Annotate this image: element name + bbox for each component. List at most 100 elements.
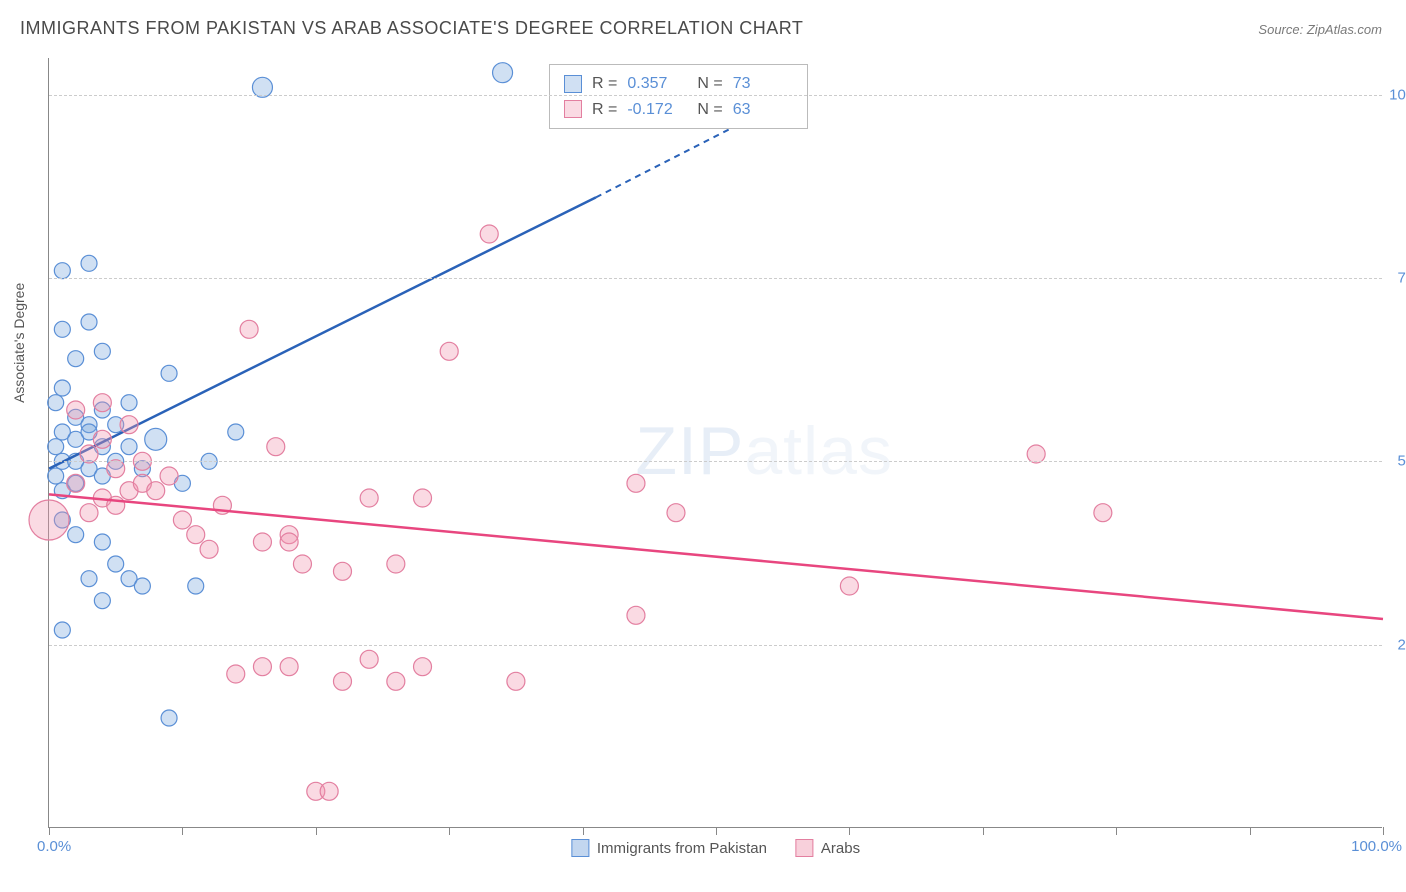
data-point [108,556,124,572]
y-axis-title: Associate's Degree [11,282,27,402]
data-point [360,489,378,507]
trend-line [49,494,1383,619]
data-point [54,321,70,337]
legend-swatch [564,75,582,93]
data-point [293,555,311,573]
data-point [320,782,338,800]
plot-area: Associate's Degree ZIPatlas R =0.357N =7… [48,58,1382,828]
data-point [54,263,70,279]
data-point [414,489,432,507]
source-name: ZipAtlas.com [1307,22,1382,37]
data-point [280,658,298,676]
data-point [93,430,111,448]
data-point [94,534,110,550]
gridline [49,278,1382,279]
data-point [68,527,84,543]
data-point [240,320,258,338]
data-point [280,533,298,551]
y-tick-label: 25.0% [1397,636,1406,653]
stat-n-label: N = [697,71,722,97]
data-point [414,658,432,676]
data-point [145,428,167,450]
data-point [253,658,271,676]
stat-n-value: 63 [733,97,793,123]
data-point [227,665,245,683]
legend-swatch [795,839,813,857]
data-point [67,474,85,492]
y-tick-label: 50.0% [1397,453,1406,470]
data-point [493,63,513,83]
data-point [121,395,137,411]
legend-swatch [571,839,589,857]
legend-swatch [564,100,582,118]
data-point [54,380,70,396]
legend-item: Arabs [795,839,860,857]
data-point [147,482,165,500]
data-point [94,593,110,609]
x-tick [1383,827,1384,835]
legend-bottom: Immigrants from Pakistan Arabs [571,839,860,857]
stat-r-value: 0.357 [627,71,687,97]
data-point [387,672,405,690]
data-point [80,445,98,463]
x-tick [182,827,183,835]
data-point [67,401,85,419]
data-point [627,606,645,624]
x-tick [1250,827,1251,835]
x-tick [316,827,317,835]
data-point [81,314,97,330]
data-point [134,578,150,594]
data-point [480,225,498,243]
legend-label: Immigrants from Pakistan [597,840,767,857]
stats-row: R = 0.357 N = 73 [564,71,793,97]
data-point [68,351,84,367]
data-point [627,474,645,492]
data-point [161,365,177,381]
x-tick [583,827,584,835]
data-point [188,578,204,594]
data-point [48,395,64,411]
data-point [120,416,138,434]
gridline [49,95,1382,96]
x-tick [716,827,717,835]
stat-r-label: R = [592,71,617,97]
data-point [121,439,137,455]
legend-label: Arabs [821,840,860,857]
data-point [1094,504,1112,522]
stats-legend-box: R = 0.357 N = 73R = -0.172 N = 63 [549,64,808,129]
x-tick [849,827,850,835]
chart-svg [49,58,1382,827]
data-point [667,504,685,522]
data-point [107,460,125,478]
y-tick-label: 75.0% [1397,270,1406,287]
x-axis-min-label: 0.0% [37,838,71,855]
data-point [94,343,110,359]
data-point [1027,445,1045,463]
legend-item: Immigrants from Pakistan [571,839,767,857]
source-label: Source: [1258,22,1303,37]
data-point [228,424,244,440]
x-tick [449,827,450,835]
gridline [49,645,1382,646]
stat-n-value: 73 [733,71,793,97]
data-point [161,710,177,726]
source-attribution: Source: ZipAtlas.com [1258,22,1382,37]
data-point [333,562,351,580]
data-point [387,555,405,573]
data-point [80,504,98,522]
x-axis-max-label: 100.0% [1351,838,1402,855]
data-point [54,622,70,638]
data-point [507,672,525,690]
data-point [81,571,97,587]
data-point [81,255,97,271]
stat-r-value: -0.172 [627,97,687,123]
chart-title: IMMIGRANTS FROM PAKISTAN VS ARAB ASSOCIA… [20,18,803,39]
x-tick [1116,827,1117,835]
data-point [160,467,178,485]
data-point [93,394,111,412]
data-point [48,439,64,455]
data-point [267,438,285,456]
y-tick-label: 100.0% [1389,86,1406,103]
data-point [173,511,191,529]
data-point [29,500,69,540]
